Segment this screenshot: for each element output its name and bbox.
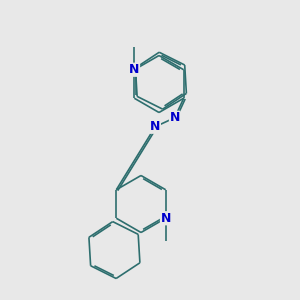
- Text: N: N: [160, 212, 171, 225]
- Text: N: N: [129, 63, 140, 76]
- Text: N: N: [169, 111, 180, 124]
- Text: N: N: [150, 120, 160, 133]
